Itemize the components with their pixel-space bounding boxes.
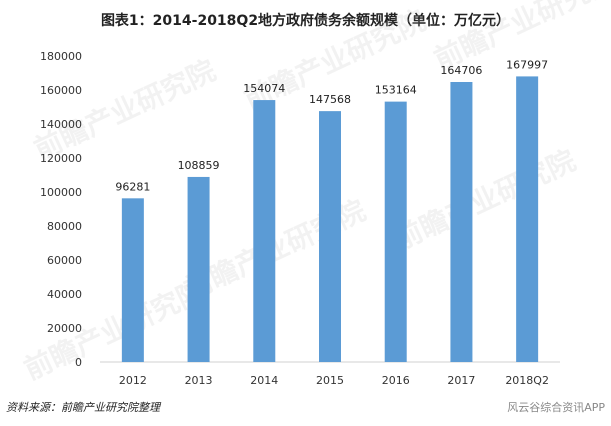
x-tick-label-2015: 2015 [316,374,344,387]
bar-2014 [253,100,276,362]
bar-2013 [187,176,210,362]
y-tick-label-7: 140000 [40,118,82,131]
y-axis: 0 20000 40000 60000 80000 100000 120000 140000 1… [40,50,82,369]
bar-2018Q2 [516,76,539,363]
data-label-2018Q2: 167997 [506,58,548,71]
data-label-2016: 153164 [375,84,417,97]
y-tick-label-6: 120000 [40,152,82,165]
bar-2015 [319,111,341,362]
watermark-4: 前瞻产业研究院 [389,144,581,257]
x-axis: 2012 2013 2014 2015 2016 2017 2018Q2 [119,374,549,387]
y-tick-label-9: 180000 [40,50,82,63]
y-tick-label-4: 80000 [47,220,82,233]
x-tick-label-2018Q2: 2018Q2 [505,374,549,387]
x-tick-label-2014: 2014 [250,374,278,387]
y-tick-label-2: 40000 [47,288,82,301]
bar-2012 [121,198,144,362]
x-tick-label-2017: 2017 [447,374,475,387]
y-tick-label-8: 160000 [40,84,82,97]
credit-text: 风云谷综合资讯APP [507,401,605,414]
x-tick-label-2016: 2016 [382,374,410,387]
data-label-2013: 108859 [178,159,220,172]
watermark-0: 前瞻产业研究院 [29,54,221,167]
chart-title: 图表1：2014-2018Q2地方政府债务余额规模（单位：万亿元） [100,13,511,29]
x-tick-label-2012: 2012 [119,374,147,387]
bar-2017 [450,81,473,362]
source-note: 资料来源：前瞻产业研究院整理 [6,401,160,414]
data-label-2015: 147568 [309,93,351,106]
data-label-2017: 164706 [440,64,482,77]
y-tick-label-5: 100000 [40,186,82,199]
y-tick-label-0: 0 [75,356,82,369]
x-tick-label-2013: 2013 [185,374,213,387]
data-label-2012: 96281 [115,180,150,193]
data-label-2014: 154074 [243,82,285,95]
y-tick-label-3: 60000 [47,254,82,267]
bars: 96281 108859 154074 147568 153164 164706 16799… [115,58,548,363]
y-tick-label-1: 20000 [47,322,82,335]
bar-2016 [384,101,407,362]
